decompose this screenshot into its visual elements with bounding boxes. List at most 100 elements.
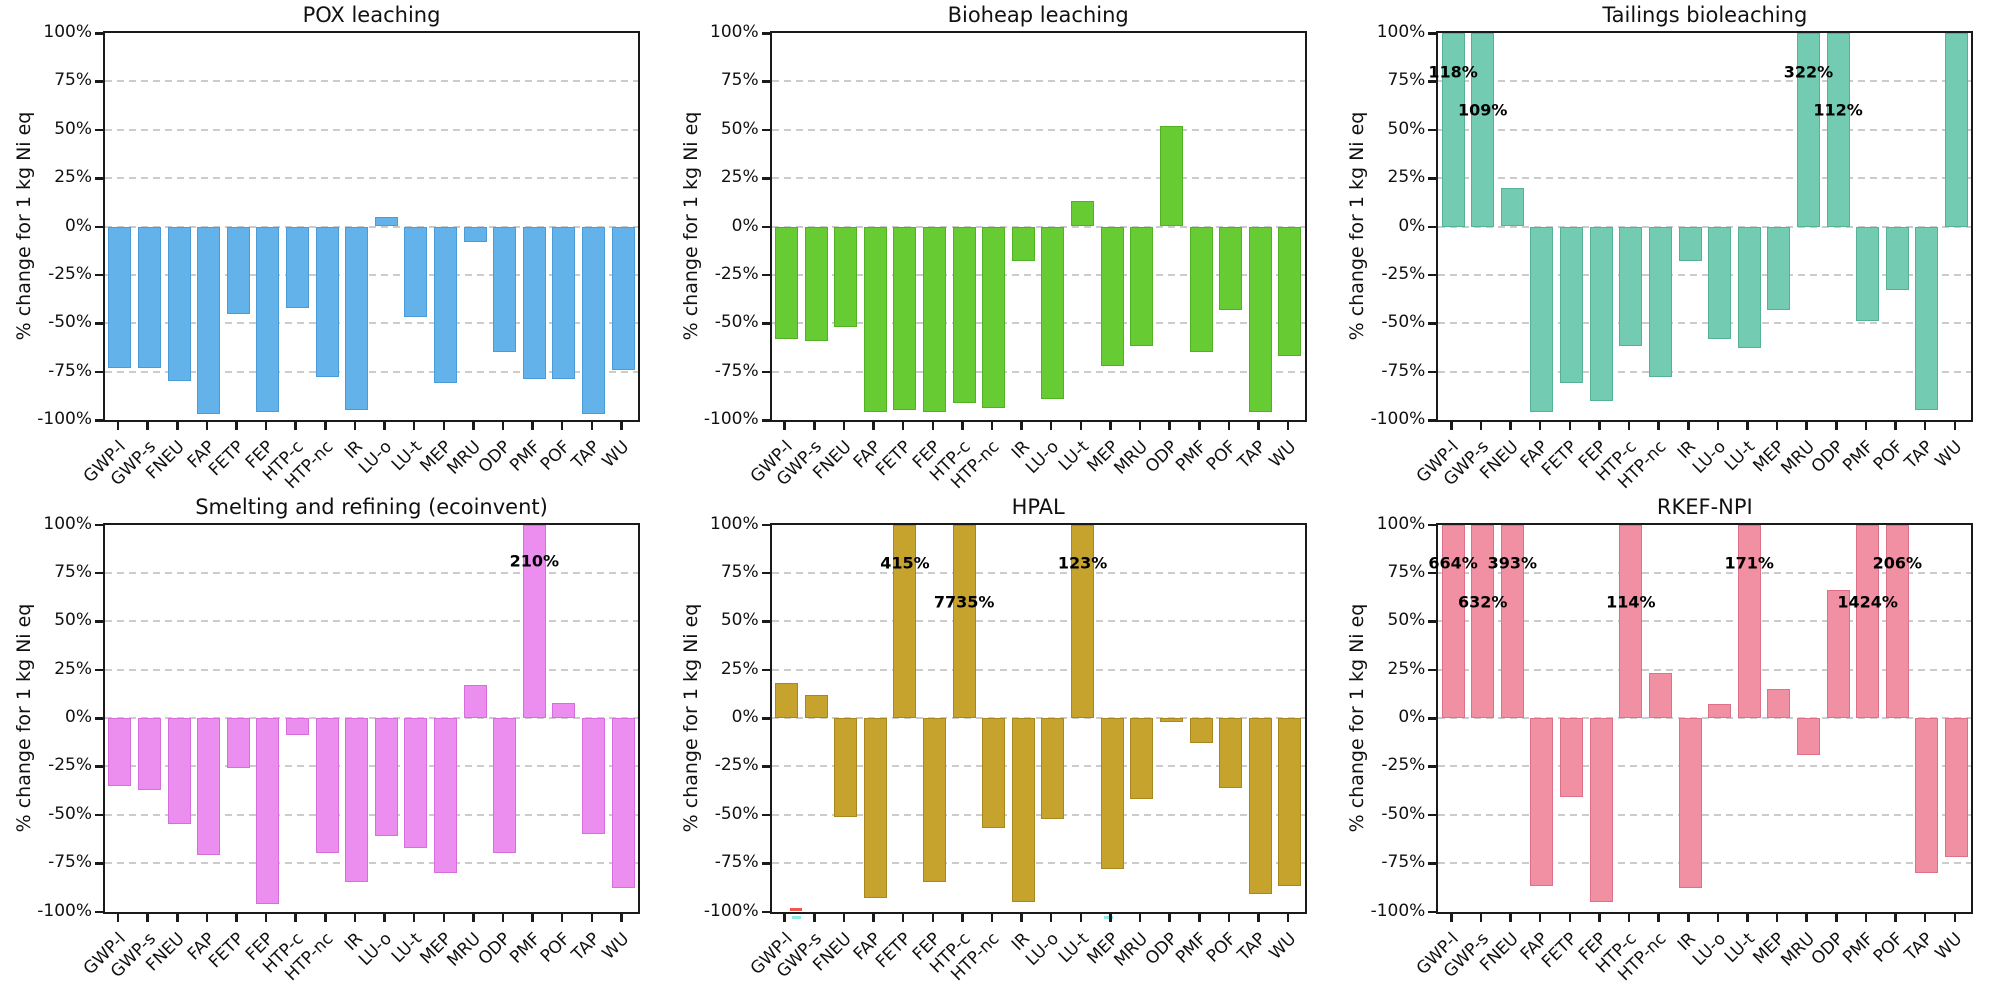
bar-HTP-nc (315, 226, 339, 378)
bar-FETP (893, 226, 917, 411)
x-axis-tick (1627, 422, 1631, 430)
gridline (1438, 620, 1972, 623)
y-tick-label: 50% (54, 610, 92, 631)
x-axis-tick (146, 913, 149, 922)
x-axis-tick (1227, 913, 1231, 922)
y-tick-label: 75% (720, 561, 759, 582)
y-tick-label: 0% (731, 215, 759, 236)
x-tick-label: POF (1202, 928, 1241, 967)
y-tick-label: -100% (37, 409, 92, 429)
y-axis-tick (95, 523, 103, 526)
y-axis-tick (1428, 717, 1437, 720)
y-tick-label: -50% (48, 803, 92, 824)
y-tick-label: 50% (720, 118, 759, 139)
bar-MRU (1130, 226, 1154, 347)
x-tick-label: WU (598, 436, 634, 472)
y-tick-label: 25% (720, 658, 759, 679)
panel-title: RKEF-NPI (1656, 494, 1753, 519)
x-axis-tick (872, 913, 875, 922)
x-axis-tick (783, 913, 786, 922)
y-tick-label: 100% (43, 22, 92, 42)
y-tick-label: 100% (710, 22, 759, 42)
x-axis-tick (1079, 913, 1083, 922)
x-axis-tick (1894, 913, 1897, 922)
y-axis-tick (95, 80, 103, 83)
y-axis-tick (95, 620, 103, 623)
x-axis-tick (842, 422, 846, 430)
bar-TAP (582, 718, 606, 835)
x-axis-tick (472, 422, 475, 430)
x-axis-tick (1138, 422, 1142, 430)
x-tick-label: POF (1869, 436, 1908, 475)
gridline (1438, 571, 1972, 574)
gridline (105, 668, 638, 671)
x-axis-tick (442, 422, 446, 430)
x-axis-tick (1687, 913, 1690, 922)
bar-FNEU (834, 226, 858, 328)
x-tick-label: ODP (474, 928, 515, 969)
x-axis-tick (1138, 913, 1142, 922)
bar-PMF (1856, 226, 1880, 322)
y-tick-label: 50% (54, 118, 92, 139)
x-axis-tick (901, 422, 905, 430)
x-axis-tick (1775, 913, 1779, 922)
x-axis-tick (264, 913, 268, 922)
bar-FEP (1589, 718, 1613, 902)
bar-HTP-c (952, 226, 976, 403)
y-axis-tick (95, 419, 103, 422)
bar-MRU (463, 685, 487, 718)
bar-FAP (197, 718, 221, 856)
gridline (771, 813, 1305, 816)
clip-value-label: 114% (1606, 592, 1656, 612)
x-axis-tick (1079, 422, 1083, 430)
bar-LU-o (374, 718, 398, 837)
bar-MRU (1130, 718, 1154, 800)
x-axis-tick (205, 422, 209, 430)
y-axis-tick (761, 419, 770, 422)
y-axis-tick (761, 128, 770, 132)
y-axis-tick (1428, 177, 1437, 180)
bar-WU (1945, 718, 1968, 858)
x-axis-tick (931, 913, 935, 922)
y-axis-tick (1428, 80, 1437, 83)
y-tick-label: -75% (714, 852, 759, 873)
x-axis-tick (1257, 422, 1260, 430)
y-axis-tick (95, 571, 103, 575)
y-tick-label: 0% (731, 707, 759, 727)
bar-FNEU (167, 718, 191, 825)
y-axis-tick (761, 620, 770, 623)
x-axis-tick (353, 913, 357, 922)
bar-PMF (522, 226, 546, 380)
y-tick-label: 75% (54, 561, 92, 582)
bar-PMF (1189, 226, 1213, 353)
gridline (1438, 765, 1972, 768)
gridline (1438, 668, 1972, 671)
y-axis-tick (95, 765, 103, 768)
clip-value-label: 415% (880, 553, 930, 573)
bar-IR (1678, 718, 1702, 889)
y-tick-label: 25% (54, 167, 92, 188)
bar-GWP-s (137, 226, 161, 368)
x-axis-tick (1835, 422, 1838, 430)
bar-GWP-s (1471, 33, 1495, 227)
bar-ODP (493, 226, 517, 353)
y-axis-tick (761, 910, 770, 913)
x-axis-tick (901, 913, 905, 922)
bar-FAP (863, 226, 887, 413)
x-tick-label: WU (1265, 436, 1300, 472)
x-axis-tick (1627, 913, 1631, 922)
gridline (105, 620, 638, 623)
x-axis-tick (1923, 422, 1927, 430)
gridline (105, 177, 638, 180)
x-axis-tick (1168, 422, 1171, 430)
chart-panel: HPAL % change for 1 kg Ni eq 415% 7735% 12… (667, 492, 1334, 985)
y-tick-label: 100% (1376, 22, 1426, 42)
y-tick-label: 75% (54, 70, 92, 91)
y-axis-tick (761, 80, 770, 83)
x-axis-tick (294, 422, 297, 430)
x-axis-tick (1538, 422, 1542, 430)
bar-MEP (434, 718, 458, 873)
bar-FEP (923, 718, 947, 883)
plot-area: 118% 109% 322% 112% (1428, 31, 1974, 422)
